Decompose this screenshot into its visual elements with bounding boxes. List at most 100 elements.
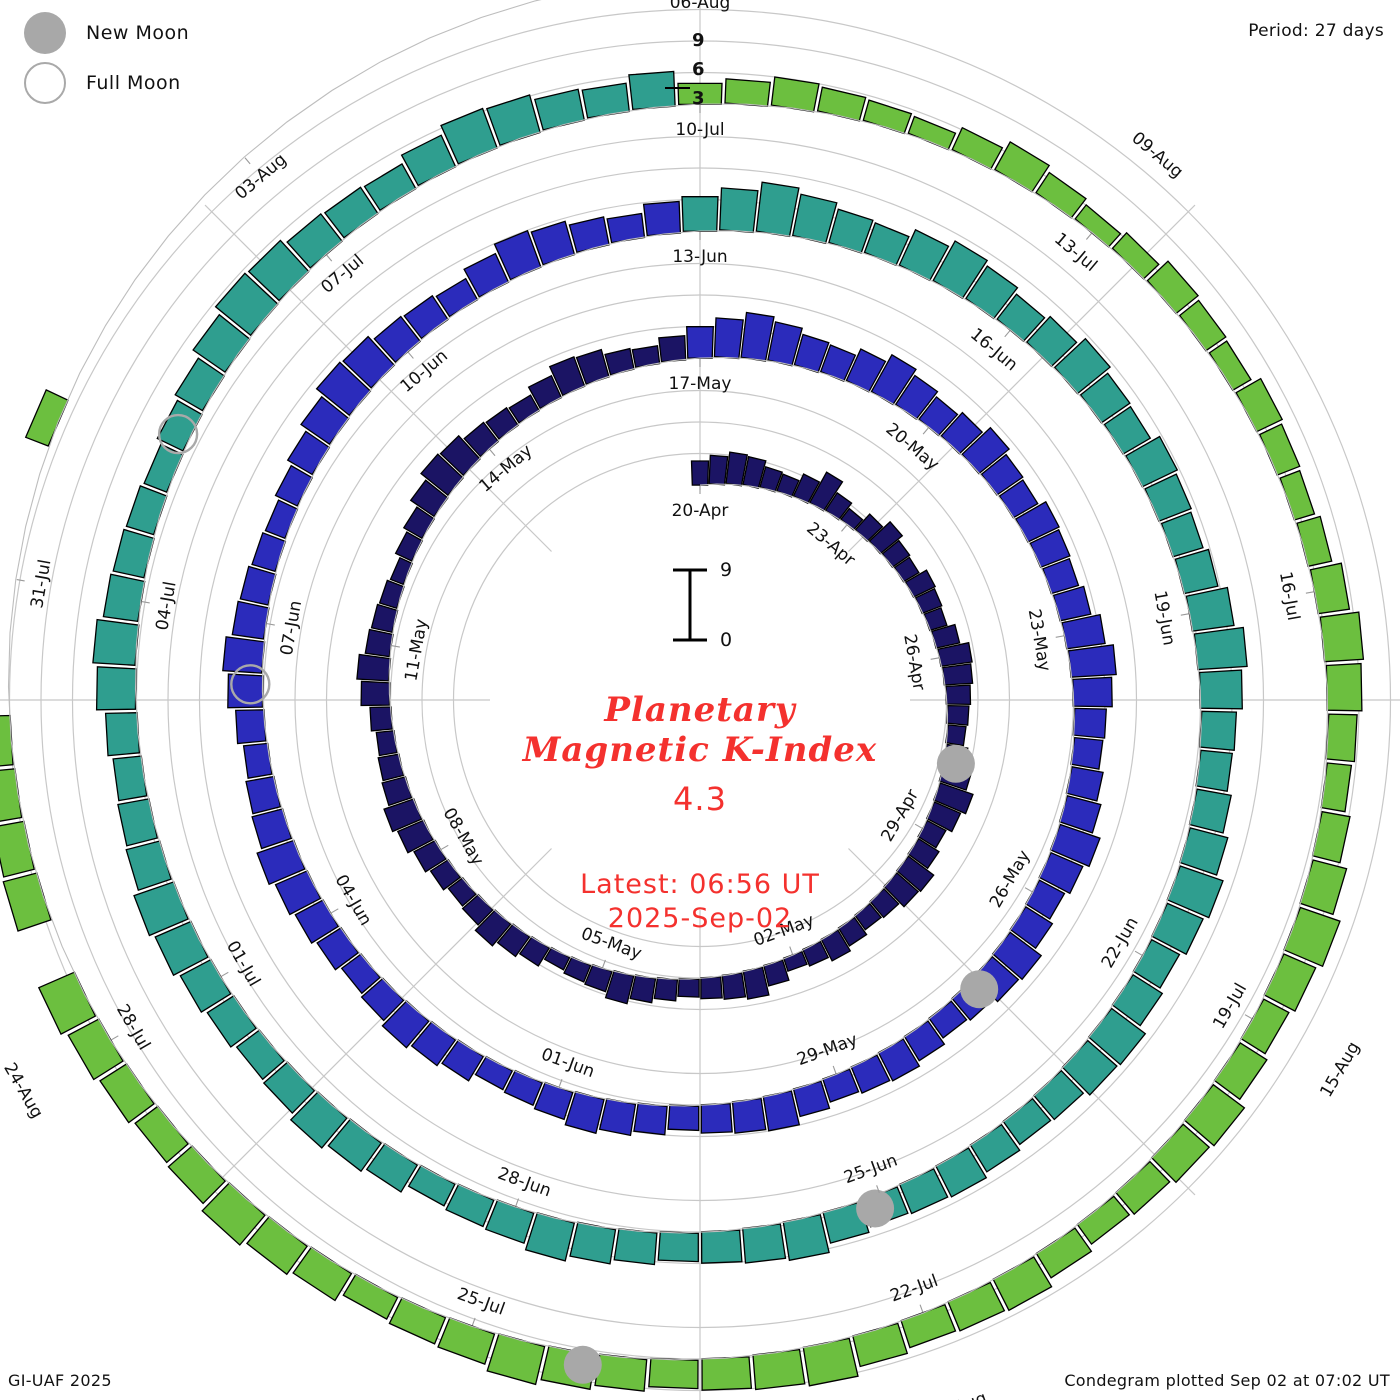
date-tick-label: 04-Jun <box>330 871 375 929</box>
kp-bar <box>657 1231 699 1263</box>
kp-bar <box>629 974 657 1004</box>
kp-bar <box>700 1102 733 1134</box>
kp-bar <box>1199 710 1238 752</box>
kp-bar <box>648 1357 699 1390</box>
kp-bar <box>613 1227 658 1266</box>
center-annotation: Planetary Magnetic K-Index 4.3 Latest: 0… <box>380 690 1020 936</box>
kp-bar <box>598 1097 637 1137</box>
legend-label-new-moon: New Moon <box>86 22 190 44</box>
moon-markers-layer <box>157 413 999 1384</box>
date-tick-label: 19-Jul <box>1209 980 1251 1033</box>
radial-axis-labels: 9 6 3 <box>692 30 732 117</box>
kp-bar <box>364 628 394 658</box>
scale-bar-label-min: 0 <box>720 629 732 651</box>
radial-label-9: 9 <box>692 30 705 51</box>
date-tick-label: 01-Jun <box>538 1044 597 1082</box>
kp-bar <box>642 200 682 237</box>
date-tick-label: 13-Jun <box>672 247 727 267</box>
date-tick-label: 15-Aug <box>1316 1038 1364 1100</box>
kp-bar <box>1325 662 1363 712</box>
kp-bar <box>95 666 137 711</box>
kp-bar <box>821 1068 860 1103</box>
kp-bar <box>792 1080 831 1118</box>
date-tick-label: 28-Jun <box>495 1164 554 1202</box>
kp-bar <box>1195 749 1234 793</box>
kp-bar <box>1198 669 1243 710</box>
kp-bar <box>125 485 168 536</box>
kp-bar <box>1188 788 1232 834</box>
kp-bar <box>1067 644 1117 678</box>
kp-bar <box>0 820 35 878</box>
date-tick-label: 03-Aug <box>231 150 290 204</box>
kp-bar <box>719 187 759 234</box>
radial-label-6: 6 <box>692 59 705 80</box>
kp-bar <box>681 196 719 232</box>
kp-bar <box>1279 469 1316 521</box>
kp-bar <box>721 972 747 1001</box>
date-tick-label: 13-Jul <box>1050 229 1101 276</box>
kp-bar <box>852 1322 909 1368</box>
kp-bar <box>1174 548 1219 595</box>
scale-bar-label-max: 9 <box>720 559 732 581</box>
date-tick-label: 09-Aug <box>1127 128 1186 182</box>
kp-bar <box>112 528 155 579</box>
kp-bar <box>708 454 729 486</box>
kp-bar <box>633 1102 668 1136</box>
date-tick-label: 26-Apr <box>899 633 929 692</box>
radial-label-3: 3 <box>692 88 705 109</box>
kp-bar <box>690 460 710 486</box>
kp-bar <box>941 663 974 686</box>
radial-tick-layer <box>16 87 1314 1326</box>
kp-bar <box>99 1063 155 1124</box>
kp-bar <box>1325 713 1358 763</box>
kp-bar <box>1065 766 1104 802</box>
kp-bar <box>363 162 417 212</box>
latest-date: 2025-Sep-02 <box>607 903 793 934</box>
kp-bar <box>92 618 140 666</box>
kp-bar <box>700 976 723 1000</box>
chart-title-line1: Planetary <box>604 690 796 730</box>
kp-bar <box>1299 859 1348 916</box>
date-tick-label: 29-May <box>794 1030 860 1070</box>
spiral-arm <box>222 200 1117 1137</box>
center-scale-bar: 90 <box>673 559 732 651</box>
kp-bar <box>667 1104 700 1132</box>
kp-bar <box>653 976 679 1002</box>
kp-bar <box>378 579 405 610</box>
kp-bar <box>485 94 541 147</box>
kp-bar <box>604 347 635 376</box>
new-moon-icon <box>563 1345 602 1384</box>
kp-bar <box>125 840 172 892</box>
legend-label-full-moon: Full Moon <box>86 72 181 94</box>
kp-bar <box>1193 626 1248 671</box>
date-tick-label: 28-Jul <box>112 1001 154 1054</box>
full-moon-icon <box>24 62 66 104</box>
date-tick-label: 31-Jul <box>27 558 55 610</box>
kp-bar <box>102 573 146 623</box>
footer-credit: GI-UAF 2025 <box>8 1371 112 1390</box>
kp-bar <box>594 1353 648 1392</box>
kp-bar <box>1072 707 1107 739</box>
kp-bar <box>356 653 392 682</box>
date-tick-label: 17-May <box>669 374 732 394</box>
kp-bar <box>755 181 800 238</box>
kp-bar <box>628 70 676 111</box>
kp-bar <box>231 600 270 640</box>
full-moon-icon <box>230 664 271 705</box>
full-moon-icon <box>157 413 199 455</box>
kp-bar <box>117 798 159 847</box>
date-tick-label: 01-Jul <box>222 938 264 991</box>
date-tick-label: 22-Jun <box>1098 914 1143 972</box>
kp-bar <box>1319 611 1365 663</box>
new-moon-icon <box>856 1189 895 1228</box>
kp-bar <box>1035 171 1087 219</box>
spiral-bars-layer <box>0 70 1365 1392</box>
kp-bar <box>533 88 586 131</box>
kp-bar <box>1146 260 1200 315</box>
period-label: Period: 27 days <box>1248 21 1384 41</box>
date-tick-label: 06-Aug <box>670 0 731 13</box>
kp-bar <box>67 1018 124 1081</box>
new-moon-icon <box>960 970 999 1009</box>
kp-bar <box>713 317 744 360</box>
